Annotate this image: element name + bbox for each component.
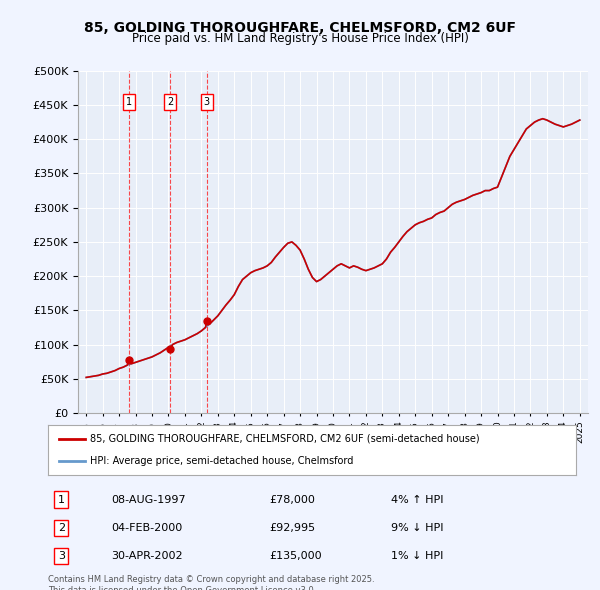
Text: 08-AUG-1997: 08-AUG-1997: [112, 494, 186, 504]
Text: 04-FEB-2000: 04-FEB-2000: [112, 523, 182, 533]
Text: £135,000: £135,000: [270, 551, 322, 561]
Text: 2: 2: [58, 523, 65, 533]
Text: 2: 2: [167, 97, 173, 107]
Text: Contains HM Land Registry data © Crown copyright and database right 2025.
This d: Contains HM Land Registry data © Crown c…: [48, 575, 374, 590]
Text: 30-APR-2002: 30-APR-2002: [112, 551, 183, 561]
Text: 1: 1: [58, 494, 65, 504]
Text: £78,000: £78,000: [270, 494, 316, 504]
Text: £92,995: £92,995: [270, 523, 316, 533]
Text: 9% ↓ HPI: 9% ↓ HPI: [391, 523, 444, 533]
Text: 1% ↓ HPI: 1% ↓ HPI: [391, 551, 443, 561]
Text: 4% ↑ HPI: 4% ↑ HPI: [391, 494, 444, 504]
Text: 3: 3: [58, 551, 65, 561]
Text: 85, GOLDING THOROUGHFARE, CHELMSFORD, CM2 6UF (semi-detached house): 85, GOLDING THOROUGHFARE, CHELMSFORD, CM…: [90, 434, 480, 444]
Text: 1: 1: [126, 97, 132, 107]
Text: HPI: Average price, semi-detached house, Chelmsford: HPI: Average price, semi-detached house,…: [90, 456, 353, 466]
Text: Price paid vs. HM Land Registry's House Price Index (HPI): Price paid vs. HM Land Registry's House …: [131, 32, 469, 45]
Text: 85, GOLDING THOROUGHFARE, CHELMSFORD, CM2 6UF: 85, GOLDING THOROUGHFARE, CHELMSFORD, CM…: [84, 21, 516, 35]
Text: 3: 3: [204, 97, 210, 107]
